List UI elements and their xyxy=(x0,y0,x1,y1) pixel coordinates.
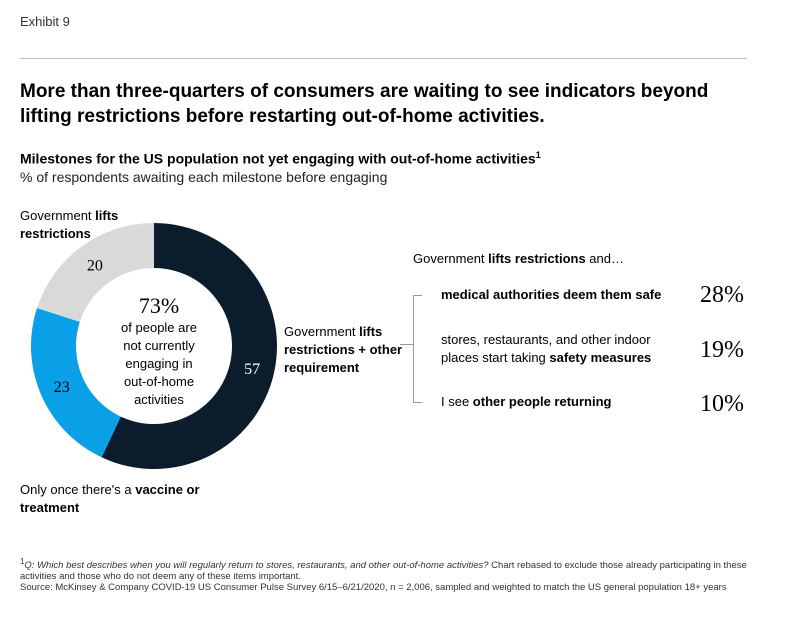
milestones-header-prefix: Government xyxy=(413,251,489,266)
donut-value-label: 57 xyxy=(244,361,260,378)
milestone-3-pct: 10% xyxy=(700,391,744,417)
label-gov-lifts: Government lifts restrictions xyxy=(20,207,170,243)
milestone-2-pct: 19% xyxy=(700,337,744,363)
milestone-1-pct: 28% xyxy=(700,282,744,308)
subtitle-footnote-mark: 1 xyxy=(535,150,541,160)
footnote-mark: 1 xyxy=(20,557,25,566)
label-vaccine: Only once there's a vaccine or treatment xyxy=(20,481,220,517)
chart-subtitle: Milestones for the US population not yet… xyxy=(20,150,541,167)
center-line-2: not currently xyxy=(123,338,195,353)
label-gov-other: Government lifts restrictions + other re… xyxy=(284,323,434,377)
milestones-bracket xyxy=(413,295,422,403)
exhibit-label: Exhibit 9 xyxy=(20,14,70,29)
center-line-1: of people are xyxy=(121,320,197,335)
milestones-header-bold: lifts restrictions xyxy=(488,251,586,266)
donut-segment xyxy=(30,307,121,458)
label-vac-bold: vaccine or treatment xyxy=(20,482,200,515)
milestone-2-bold: safety measures xyxy=(549,350,652,365)
milestones-header: Government lifts restrictions and… xyxy=(413,251,624,266)
donut-value-label: 23 xyxy=(54,379,70,396)
center-value: 73% xyxy=(139,293,179,318)
milestone-2-pre: stores, restaurants, and other indoor pl… xyxy=(441,332,651,365)
subtitle-text: Milestones for the US population not yet… xyxy=(20,150,536,167)
bracket-tick-bottom xyxy=(414,402,422,403)
label-other-bold: lifts restrictions + other requirement xyxy=(284,324,403,375)
footnote-question: 1Q: Which best describes when you will r… xyxy=(20,556,760,582)
donut-chart: 57 23 20 73% of people are not currently e… xyxy=(30,223,277,469)
milestones-header-suffix: and… xyxy=(585,251,624,266)
milestone-3: I see other people returning xyxy=(441,393,686,411)
chart-unit-note: % of respondents awaiting each milestone… xyxy=(20,169,388,185)
label-gov-prefix: Government xyxy=(20,208,96,223)
footnote-source: Source: McKinsey & Company COVID-19 US C… xyxy=(20,582,727,594)
label-other-prefix: Government xyxy=(284,324,360,339)
donut-segment xyxy=(37,223,154,322)
center-line-4: out-of-home xyxy=(124,374,194,389)
center-line-5: activities xyxy=(134,392,184,407)
milestone-1-bold: medical authorities deem them safe xyxy=(441,287,662,302)
milestone-3-bold: other people returning xyxy=(472,394,612,409)
label-gov-bold: lifts restrictions xyxy=(20,208,119,241)
bracket-tick-top xyxy=(414,295,422,296)
bracket-stem xyxy=(400,344,413,345)
footnote: 1Q: Which best describes when you will r… xyxy=(20,556,760,593)
header-divider xyxy=(20,58,747,59)
footnote-note: Chart rebased to exclude those already p… xyxy=(20,560,747,583)
donut-segment xyxy=(101,223,277,469)
label-vac-prefix: Only once there's a xyxy=(20,482,136,497)
milestone-3-pre: I see xyxy=(441,394,473,409)
footnote-question-text: Q: Which best describes when you will re… xyxy=(24,560,489,572)
donut-value-label: 20 xyxy=(87,258,103,275)
milestone-1: medical authorities deem them safe xyxy=(441,286,686,304)
milestone-2: stores, restaurants, and other indoor pl… xyxy=(441,331,686,367)
page-title: More than three-quarters of consumers ar… xyxy=(20,81,709,127)
center-line-3: engaging in xyxy=(125,356,192,371)
